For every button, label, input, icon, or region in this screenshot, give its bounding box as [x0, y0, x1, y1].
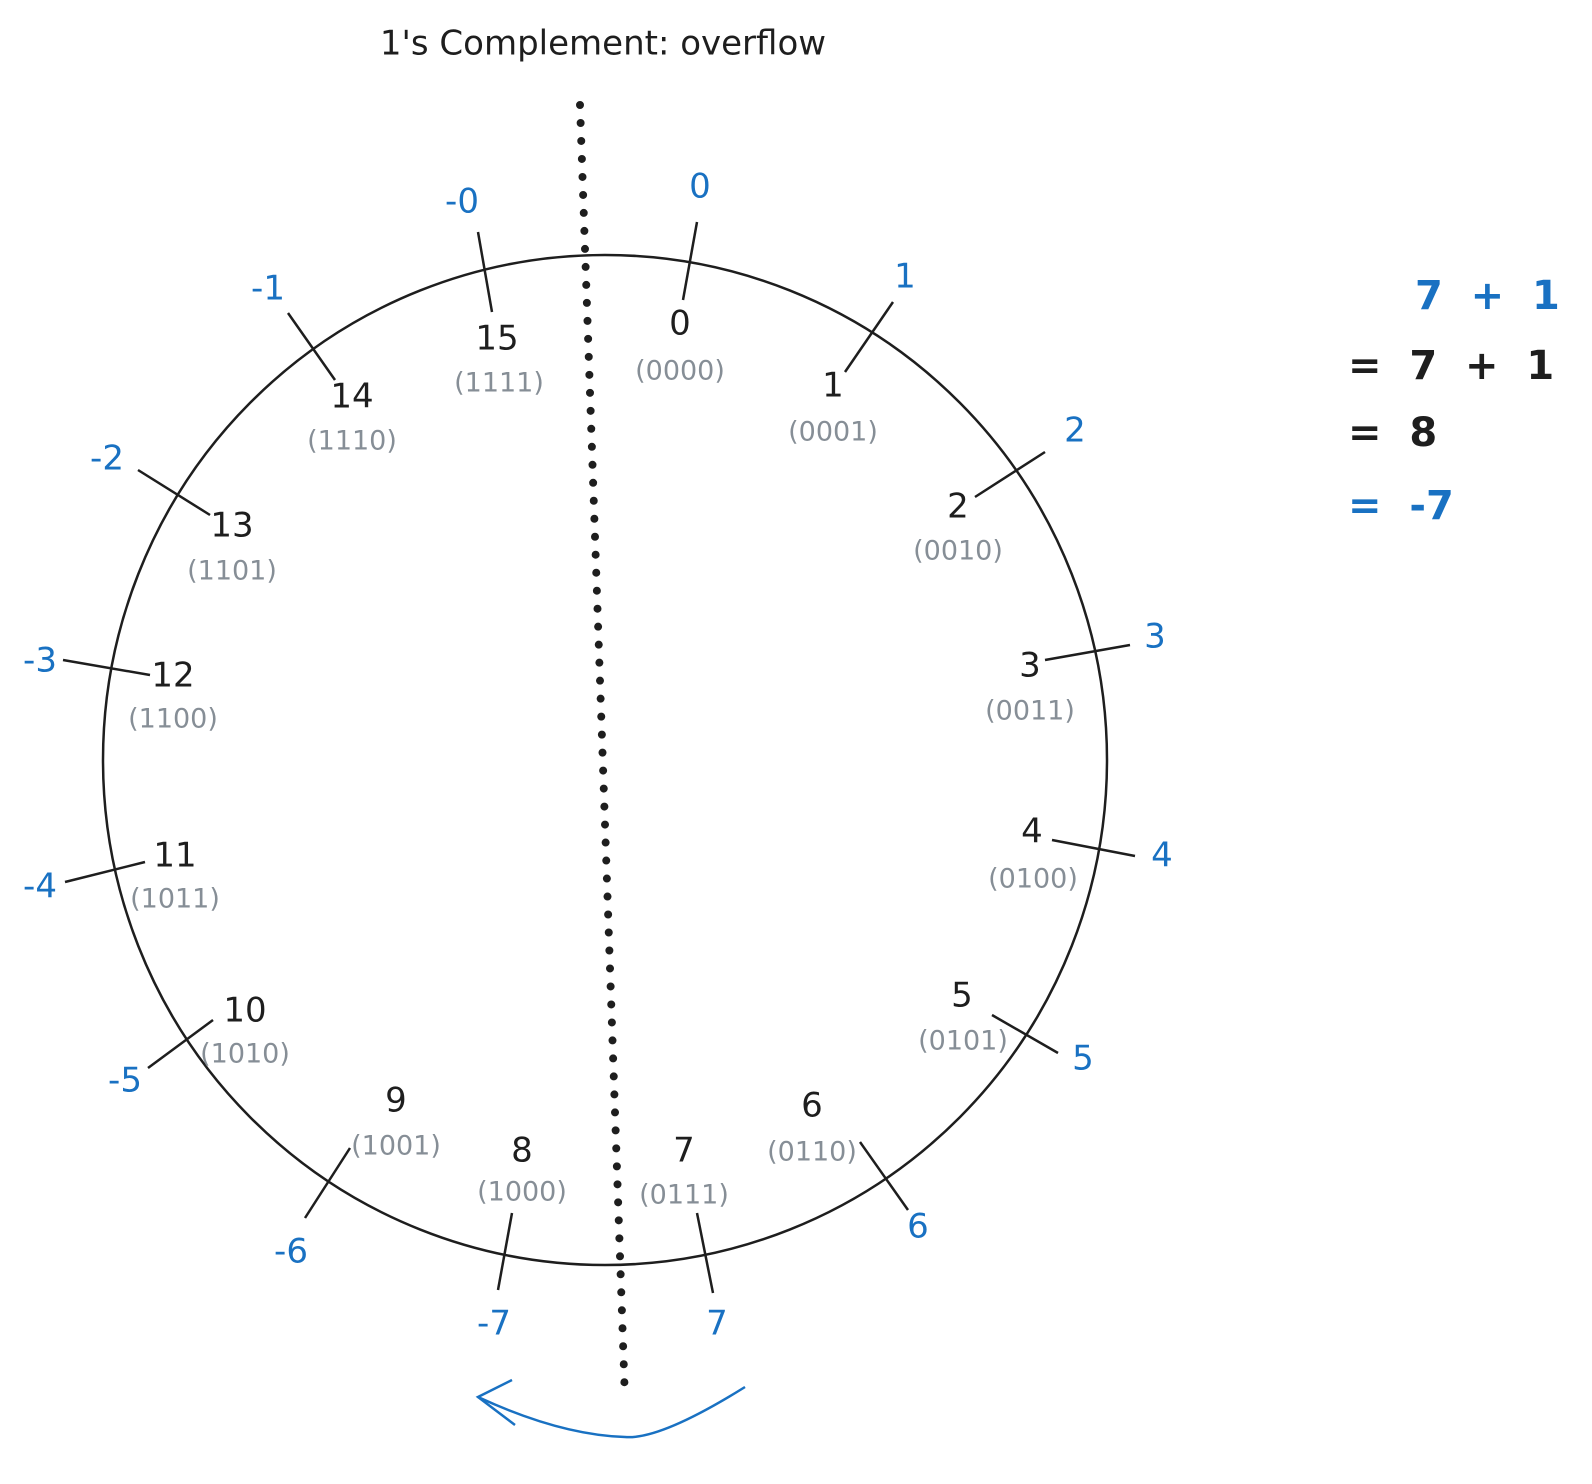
- signed-value: -1: [251, 269, 285, 309]
- overflow-arrow: [477, 1385, 746, 1439]
- equation-line: 7 + 1: [1415, 273, 1560, 319]
- binary-value: (0011): [985, 696, 1075, 727]
- binary-value: (1000): [477, 1177, 567, 1208]
- unsigned-value: 13: [210, 506, 253, 546]
- signed-value: 0: [689, 167, 711, 207]
- unsigned-value: 9: [385, 1081, 407, 1121]
- circle: [101, 253, 1109, 1267]
- signed-value: -4: [23, 867, 57, 907]
- arrow-head: [475, 1378, 516, 1426]
- tick: [1051, 838, 1136, 858]
- tick: [695, 1212, 715, 1294]
- equation-line: = 8: [1348, 410, 1437, 456]
- binary-value: (0101): [918, 1026, 1008, 1057]
- unsigned-value: 14: [330, 377, 373, 417]
- binary-value: (0001): [788, 417, 878, 448]
- divider: [576, 101, 629, 1404]
- binary-value: (1110): [307, 426, 397, 457]
- tick: [681, 221, 699, 301]
- unsigned-value: 4: [1021, 812, 1043, 852]
- binary-value: (0010): [913, 536, 1003, 567]
- unsigned-value: 8: [511, 1131, 533, 1171]
- unsigned-value: 7: [673, 1131, 695, 1171]
- tick: [843, 301, 895, 373]
- tick: [974, 450, 1046, 499]
- signed-value: -5: [108, 1061, 142, 1101]
- signed-value: 5: [1072, 1039, 1094, 1079]
- binary-value: (0000): [635, 356, 725, 387]
- tick: [303, 1147, 352, 1219]
- tick: [991, 1013, 1059, 1055]
- unsigned-value: 11: [153, 836, 196, 876]
- binary-value: (1111): [454, 368, 544, 399]
- signed-value: 3: [1144, 617, 1166, 657]
- unsigned-value: 2: [947, 487, 969, 527]
- equation-line: = -7: [1348, 483, 1454, 529]
- signed-value: 4: [1151, 836, 1173, 876]
- signed-value: -3: [23, 641, 57, 681]
- unsigned-value: 12: [151, 656, 194, 696]
- unsigned-value: 5: [951, 976, 973, 1016]
- tick: [137, 468, 211, 517]
- tick: [62, 658, 151, 677]
- binary-value: (0111): [639, 1180, 729, 1211]
- signed-value: 7: [706, 1304, 728, 1344]
- tick: [64, 860, 146, 884]
- signed-value: -6: [274, 1232, 308, 1272]
- signed-value: 6: [907, 1207, 929, 1247]
- unsigned-value: 10: [223, 991, 266, 1031]
- binary-value: (1001): [351, 1131, 441, 1162]
- binary-value: (0100): [988, 864, 1078, 895]
- tick: [476, 231, 494, 313]
- tick: [147, 1018, 214, 1070]
- unsigned-value: 6: [801, 1086, 823, 1126]
- binary-value: (1010): [200, 1039, 290, 1070]
- binary-value: (1101): [187, 556, 277, 587]
- binary-value: (1011): [130, 884, 220, 915]
- equation-line: = 7 + 1: [1348, 343, 1554, 389]
- signed-value: -0: [445, 182, 479, 222]
- title: 1's Complement: overflow: [380, 24, 826, 64]
- unsigned-value: 0: [669, 304, 691, 344]
- unsigned-value: 15: [475, 319, 518, 359]
- signed-value: -2: [90, 439, 124, 479]
- unsigned-value: 3: [1019, 646, 1041, 686]
- binary-value: (0110): [767, 1137, 857, 1168]
- binary-value: (1100): [128, 704, 218, 735]
- tick: [1044, 643, 1131, 662]
- unsigned-value: 1: [822, 366, 844, 406]
- tick: [286, 312, 337, 381]
- tick: [496, 1212, 514, 1291]
- signed-value: -7: [477, 1304, 511, 1344]
- signed-value: 1: [894, 257, 916, 297]
- signed-value: 2: [1064, 411, 1086, 451]
- tick: [858, 1141, 910, 1211]
